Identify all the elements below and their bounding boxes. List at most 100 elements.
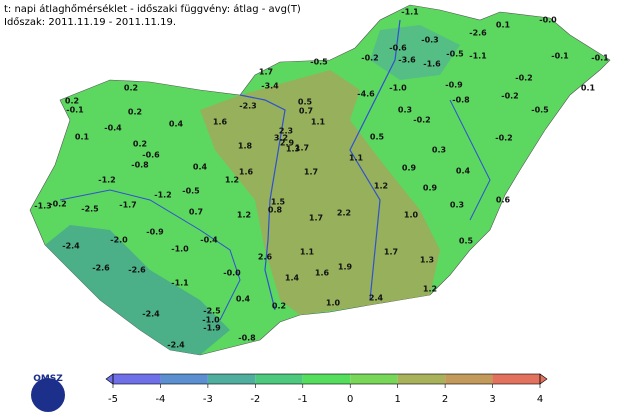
station-value: -0.6 — [142, 151, 160, 160]
station-value: -2.3 — [239, 102, 257, 111]
station-value: 0.1 — [75, 133, 90, 142]
station-value: -0.2 — [515, 74, 533, 83]
colorbar-tick-label: 1 — [394, 394, 400, 405]
station-value: -0.8 — [238, 334, 256, 343]
logo-text: OMSZ — [33, 374, 63, 384]
station-value: 0.1 — [496, 21, 511, 30]
station-value: 1.7 — [384, 248, 398, 257]
station-value: 1.0 — [326, 299, 341, 308]
station-value: 1.0 — [404, 211, 419, 220]
value-labels: -1.10.1-0.0-2.6-0.3-0.6-0.2 -3.6 -1.6-0.5-… — [34, 8, 609, 350]
colorbar-segment — [445, 374, 493, 384]
station-value: 1.2 — [423, 285, 437, 294]
header-line: Időszak: 2011.11.19 - 2011.11.19. — [4, 16, 176, 28]
colorbar-tick-label: 3 — [489, 394, 495, 405]
station-value: 0.3 — [432, 146, 446, 155]
station-value: 0.4 — [236, 295, 251, 304]
station-value: -0.2 — [413, 116, 431, 125]
colorbar-segment — [255, 374, 303, 384]
colorbar-segment — [302, 374, 351, 384]
station-value: 1.2 — [374, 182, 388, 191]
station-value: -2.6 — [128, 266, 146, 275]
station-value: 1.7 — [259, 68, 273, 77]
colorbar-segment — [207, 374, 256, 384]
station-value: -0.0 — [539, 16, 557, 25]
station-value: -0.0 — [223, 269, 241, 278]
station-value: -1.0 — [202, 316, 220, 325]
station-value: -1.2 — [98, 176, 116, 185]
river — [349, 19, 401, 301]
station-value: -0.2 — [495, 134, 513, 143]
station-value: -0.5 — [310, 58, 328, 67]
station-value: 1.3 — [286, 145, 300, 154]
station-value: 0.2 — [133, 140, 147, 149]
station-value: 0.2 — [128, 108, 142, 117]
station-value: 2.4 — [369, 294, 384, 303]
station-value: 1.2 — [237, 211, 251, 220]
station-value: -0.9 — [445, 81, 463, 90]
station-value: -1.6 — [423, 60, 441, 69]
station-value: 0.4 — [169, 120, 184, 129]
colorbar-segment — [113, 374, 161, 384]
station-value: -2.4 — [62, 242, 80, 251]
station-value: -1.2 — [154, 191, 172, 200]
station-value: 1.7 — [309, 214, 323, 223]
station-value: 1.3 — [420, 256, 434, 265]
colorbar-segment — [397, 374, 446, 384]
colorbar: -5 -4 -3 -2 -1 0 1 2 3 4 — [105, 373, 548, 405]
river — [239, 94, 286, 311]
station-value: -0.8 — [452, 96, 470, 105]
station-value: 1.6 — [315, 269, 330, 278]
station-value: -0.2 — [501, 92, 519, 101]
station-value: 2.6 — [258, 253, 273, 262]
station-value: 0.3 — [450, 201, 464, 210]
station-value: 0.2 — [124, 84, 138, 93]
station-value: 0.4 — [193, 163, 208, 172]
station-value: 0.4 — [456, 167, 471, 176]
station-value: -3.4 — [261, 82, 279, 91]
station-value: 2.2 — [337, 209, 351, 218]
station-value: 0.1 — [581, 84, 596, 93]
station-value: -0.8 — [131, 161, 149, 170]
colorbar-tick-label: 0 — [347, 394, 353, 405]
colorbar-segment — [350, 374, 398, 384]
logo-mark — [31, 378, 65, 412]
cold-region — [45, 225, 230, 355]
colorbar-arrow — [105, 373, 114, 385]
station-value: -2.5 — [81, 205, 99, 214]
station-value: 0.5 — [298, 98, 313, 107]
colorbar-tick-label: -3 — [203, 394, 213, 405]
river — [449, 99, 491, 221]
river — [59, 189, 241, 321]
colorbar-arrow — [539, 373, 548, 385]
station-value: -1.9 — [203, 324, 221, 333]
colorbar-tick-label: -4 — [155, 394, 165, 405]
station-value: -0.6 — [389, 44, 407, 53]
station-value: 1.2 — [225, 176, 239, 185]
station-value: 1.9 — [338, 263, 353, 272]
station-value: 0.9 — [402, 164, 417, 173]
station-value: 3.2 — [274, 134, 288, 143]
station-value: -0.1 — [591, 54, 609, 63]
station-value: 1.8 — [238, 142, 253, 151]
station-value: -0.4 — [104, 124, 122, 133]
station-value: 1.7 — [295, 144, 309, 153]
colorbar-segment — [160, 374, 208, 384]
station-value: -1.1 — [469, 52, 487, 61]
station-value: -1.3 — [34, 202, 52, 211]
station-value: -1.0 — [171, 245, 189, 254]
station-value: 0.7 — [189, 208, 203, 217]
station-value: -0.5 — [446, 50, 464, 59]
station-value: 1.1 — [311, 118, 326, 127]
colorbar-tick-label: 4 — [537, 394, 543, 405]
station-value: -2.4 — [167, 341, 185, 350]
station-value: -2.5 — [203, 307, 221, 316]
station-value: 0.2 — [272, 302, 286, 311]
station-value: -1.0 — [389, 84, 407, 93]
colorbar-tick-label: -1 — [298, 394, 308, 405]
station-value: -0.2 — [361, 54, 379, 63]
station-value: 1.4 — [285, 274, 300, 283]
station-value: -0.5 — [182, 187, 200, 196]
station-value: -4.6 — [357, 90, 375, 99]
